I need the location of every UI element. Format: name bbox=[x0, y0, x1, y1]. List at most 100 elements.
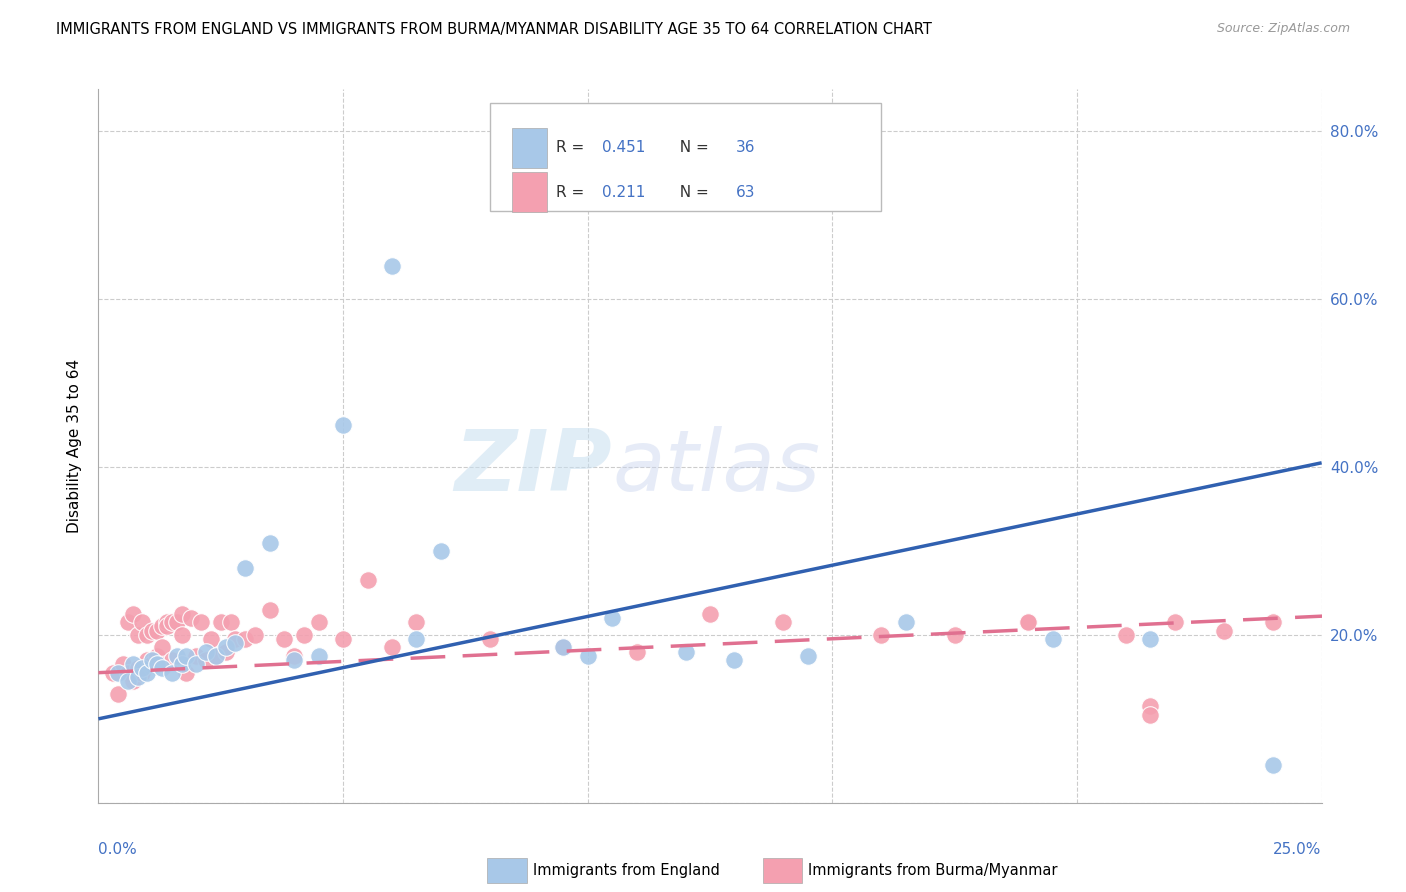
Point bbox=[600, 611, 623, 625]
Point bbox=[107, 687, 129, 701]
Point bbox=[127, 670, 149, 684]
Point bbox=[200, 632, 222, 646]
Text: N =: N = bbox=[669, 140, 713, 155]
Point bbox=[136, 653, 159, 667]
Point bbox=[283, 653, 305, 667]
Point bbox=[553, 640, 575, 655]
Point bbox=[283, 648, 305, 663]
Point bbox=[117, 674, 139, 689]
Point bbox=[136, 628, 159, 642]
Point bbox=[233, 560, 256, 574]
Point bbox=[127, 628, 149, 642]
Text: atlas: atlas bbox=[612, 425, 820, 509]
Point bbox=[1261, 615, 1284, 630]
Point bbox=[146, 657, 169, 672]
Point bbox=[576, 648, 599, 663]
Point bbox=[209, 615, 232, 630]
Point bbox=[117, 665, 139, 680]
Text: 0.451: 0.451 bbox=[602, 140, 645, 155]
Point bbox=[1042, 632, 1064, 646]
Point bbox=[141, 653, 163, 667]
Point bbox=[121, 674, 143, 689]
Point bbox=[131, 661, 153, 675]
Point bbox=[176, 665, 198, 680]
Point bbox=[478, 632, 501, 646]
FancyBboxPatch shape bbox=[512, 172, 547, 212]
Point bbox=[141, 624, 163, 638]
Point bbox=[224, 632, 246, 646]
Point bbox=[176, 648, 198, 663]
Point bbox=[150, 640, 173, 655]
Point bbox=[797, 648, 820, 663]
Point bbox=[1212, 624, 1234, 638]
Point bbox=[381, 640, 404, 655]
Point bbox=[1139, 699, 1161, 714]
Point bbox=[180, 611, 202, 625]
Point bbox=[273, 632, 295, 646]
Text: 63: 63 bbox=[735, 185, 755, 200]
Point bbox=[166, 615, 188, 630]
Point bbox=[160, 653, 183, 667]
Point bbox=[214, 640, 236, 655]
Point bbox=[170, 657, 193, 672]
Point bbox=[156, 619, 179, 633]
Text: Immigrants from Burma/Myanmar: Immigrants from Burma/Myanmar bbox=[808, 863, 1057, 878]
Point bbox=[943, 628, 966, 642]
Point bbox=[170, 607, 193, 621]
Point bbox=[430, 544, 453, 558]
Text: Source: ZipAtlas.com: Source: ZipAtlas.com bbox=[1216, 22, 1350, 36]
Point bbox=[259, 535, 281, 549]
Point bbox=[166, 648, 188, 663]
Point bbox=[195, 653, 218, 667]
Point bbox=[127, 661, 149, 675]
Point bbox=[772, 615, 794, 630]
Point bbox=[405, 615, 427, 630]
Point bbox=[723, 653, 745, 667]
Text: Immigrants from England: Immigrants from England bbox=[533, 863, 720, 878]
Point bbox=[146, 648, 169, 663]
Point bbox=[117, 615, 139, 630]
Text: N =: N = bbox=[669, 185, 713, 200]
Point bbox=[405, 632, 427, 646]
Point bbox=[121, 607, 143, 621]
Point bbox=[101, 665, 124, 680]
Point bbox=[1139, 632, 1161, 646]
Point bbox=[111, 657, 134, 672]
Y-axis label: Disability Age 35 to 64: Disability Age 35 to 64 bbox=[67, 359, 83, 533]
Point bbox=[675, 645, 697, 659]
Point bbox=[107, 665, 129, 680]
Point bbox=[186, 657, 208, 672]
Point bbox=[1261, 758, 1284, 772]
Point bbox=[156, 615, 179, 630]
Point bbox=[150, 619, 173, 633]
Text: R =: R = bbox=[555, 140, 589, 155]
Text: R =: R = bbox=[555, 185, 593, 200]
Text: 0.0%: 0.0% bbox=[98, 842, 138, 857]
Point bbox=[308, 615, 330, 630]
Point bbox=[699, 607, 721, 621]
Point bbox=[214, 645, 236, 659]
Text: 0.211: 0.211 bbox=[602, 185, 645, 200]
Text: 25.0%: 25.0% bbox=[1274, 842, 1322, 857]
Point bbox=[233, 632, 256, 646]
Point bbox=[141, 657, 163, 672]
Point bbox=[356, 574, 378, 588]
Point bbox=[146, 624, 169, 638]
Point bbox=[160, 615, 183, 630]
Point bbox=[121, 657, 143, 672]
FancyBboxPatch shape bbox=[512, 128, 547, 168]
FancyBboxPatch shape bbox=[489, 103, 882, 211]
Point bbox=[150, 661, 173, 675]
Text: 36: 36 bbox=[735, 140, 755, 155]
Point bbox=[186, 648, 208, 663]
Point bbox=[136, 665, 159, 680]
FancyBboxPatch shape bbox=[488, 858, 526, 883]
Point bbox=[160, 665, 183, 680]
Point bbox=[205, 648, 228, 663]
Point bbox=[292, 628, 315, 642]
Point bbox=[1017, 615, 1039, 630]
Point bbox=[205, 648, 228, 663]
Point bbox=[224, 636, 246, 650]
Point bbox=[1164, 615, 1187, 630]
Point bbox=[870, 628, 893, 642]
